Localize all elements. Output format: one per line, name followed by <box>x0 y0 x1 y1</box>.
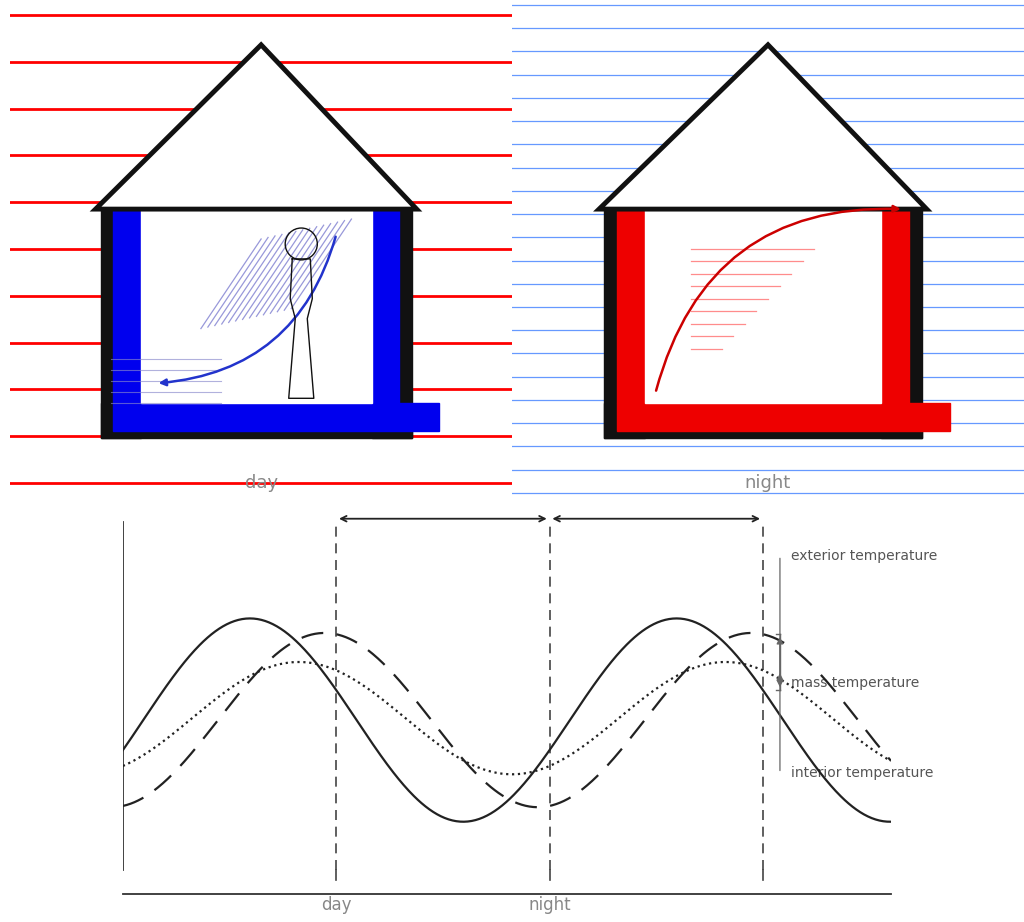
Text: night: night <box>528 896 570 915</box>
Bar <box>113 209 140 403</box>
Text: day: day <box>321 896 351 915</box>
Text: interior temperature: interior temperature <box>791 766 933 780</box>
Bar <box>140 209 372 403</box>
Bar <box>113 403 439 431</box>
Bar <box>604 403 922 438</box>
Bar <box>645 209 881 403</box>
Bar <box>100 403 412 438</box>
Polygon shape <box>599 45 927 209</box>
Text: mass temperature: mass temperature <box>791 677 919 691</box>
Text: night: night <box>744 474 792 492</box>
Bar <box>881 209 909 403</box>
Bar <box>616 403 950 431</box>
Bar <box>881 209 922 438</box>
Bar <box>616 209 645 403</box>
Bar <box>372 209 399 403</box>
Bar <box>604 209 645 438</box>
Text: day: day <box>245 474 278 492</box>
Bar <box>100 209 140 438</box>
Polygon shape <box>95 45 417 209</box>
Text: exterior temperature: exterior temperature <box>791 549 937 562</box>
Bar <box>372 209 412 438</box>
